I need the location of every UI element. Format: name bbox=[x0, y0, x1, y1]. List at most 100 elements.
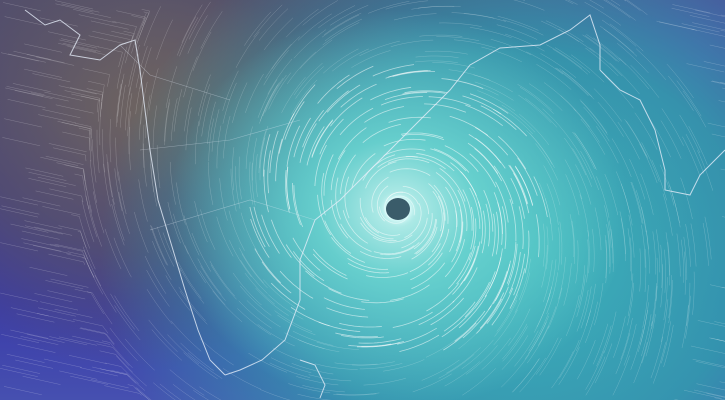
streamline bbox=[112, 20, 137, 42]
streamline bbox=[631, 181, 644, 224]
streamline bbox=[496, 24, 538, 40]
streamline bbox=[314, 144, 327, 187]
streamline bbox=[116, 355, 147, 387]
streamline bbox=[642, 284, 649, 328]
streamline bbox=[573, 108, 600, 143]
streamline bbox=[540, 20, 580, 42]
streamline bbox=[39, 17, 78, 27]
streamline bbox=[24, 225, 63, 235]
streamline bbox=[264, 74, 287, 113]
streamline bbox=[634, 112, 658, 150]
streamline bbox=[263, 17, 294, 51]
streamline bbox=[324, 220, 352, 254]
streamline bbox=[335, 177, 341, 220]
streamline bbox=[2, 2, 41, 12]
streamline bbox=[424, 50, 468, 55]
streamline bbox=[20, 336, 59, 345]
streamline bbox=[453, 39, 497, 49]
streamline bbox=[539, 182, 552, 225]
streamline bbox=[107, 162, 115, 205]
streamline bbox=[439, 167, 466, 202]
streamline bbox=[462, 305, 492, 339]
cyclone-eye bbox=[386, 198, 410, 220]
streamline bbox=[448, 69, 491, 81]
streamline bbox=[641, 314, 652, 357]
streamline bbox=[37, 307, 76, 317]
streamline bbox=[565, 295, 580, 337]
streamline bbox=[505, 33, 545, 52]
streamline bbox=[246, 300, 281, 328]
streamline bbox=[40, 156, 79, 166]
streamline bbox=[144, 255, 167, 294]
streamline bbox=[443, 322, 477, 351]
streamline bbox=[21, 230, 60, 240]
streamline bbox=[659, 164, 675, 206]
streamline bbox=[605, 0, 636, 21]
streamline bbox=[42, 109, 81, 119]
streamline bbox=[639, 248, 641, 292]
streamline bbox=[558, 347, 580, 385]
streamline bbox=[390, 39, 434, 47]
streamline bbox=[517, 84, 552, 111]
streamline bbox=[576, 289, 589, 332]
streamline bbox=[249, 206, 266, 248]
streamline bbox=[257, 79, 278, 118]
streamline bbox=[173, 213, 189, 255]
streamline bbox=[58, 336, 97, 346]
streamline bbox=[148, 319, 178, 352]
streamline bbox=[540, 53, 577, 78]
streamline bbox=[688, 125, 708, 166]
streamline bbox=[611, 138, 632, 177]
streamline bbox=[585, 356, 606, 396]
streamline bbox=[535, 143, 559, 181]
streamline bbox=[709, 44, 725, 49]
streamline bbox=[481, 210, 486, 254]
streamline bbox=[92, 30, 131, 40]
streamline bbox=[543, 260, 553, 303]
streamline bbox=[509, 268, 525, 309]
streamline bbox=[47, 290, 86, 300]
streamline bbox=[3, 386, 42, 396]
streamline bbox=[630, 328, 644, 370]
streamline bbox=[237, 308, 272, 336]
streamline bbox=[387, 158, 430, 164]
streamline bbox=[433, 184, 449, 224]
streamline bbox=[510, 178, 525, 219]
streamline bbox=[267, 58, 293, 95]
streamline bbox=[292, 330, 334, 346]
streamline bbox=[49, 188, 84, 203]
streamline bbox=[184, 89, 194, 132]
streamline bbox=[259, 389, 291, 400]
streamline bbox=[495, 211, 499, 255]
streamline bbox=[483, 190, 494, 232]
streamline bbox=[109, 119, 112, 163]
streamline bbox=[342, 210, 368, 244]
streamline bbox=[488, 271, 508, 310]
streamline bbox=[433, 148, 470, 173]
streamline bbox=[496, 294, 519, 332]
streamline bbox=[253, 206, 270, 247]
streamline bbox=[563, 263, 572, 306]
streamline bbox=[199, 338, 234, 366]
streamline bbox=[208, 162, 214, 205]
streamline bbox=[14, 90, 53, 100]
streamline bbox=[485, 203, 491, 247]
streamline bbox=[360, 222, 397, 242]
streamline bbox=[359, 363, 403, 370]
streamline bbox=[326, 307, 369, 318]
streamline bbox=[274, 310, 313, 332]
streamline bbox=[259, 84, 278, 124]
streamline bbox=[291, 79, 318, 115]
streamline bbox=[183, 352, 218, 380]
streamline bbox=[627, 282, 635, 326]
streamline bbox=[260, 82, 280, 122]
streamline bbox=[152, 105, 157, 149]
streamline bbox=[464, 281, 490, 318]
streamline bbox=[585, 350, 605, 390]
streamline bbox=[302, 110, 325, 148]
streamline bbox=[430, 148, 467, 172]
streamline bbox=[101, 340, 133, 369]
streamline bbox=[615, 333, 631, 374]
streamline bbox=[603, 0, 631, 18]
